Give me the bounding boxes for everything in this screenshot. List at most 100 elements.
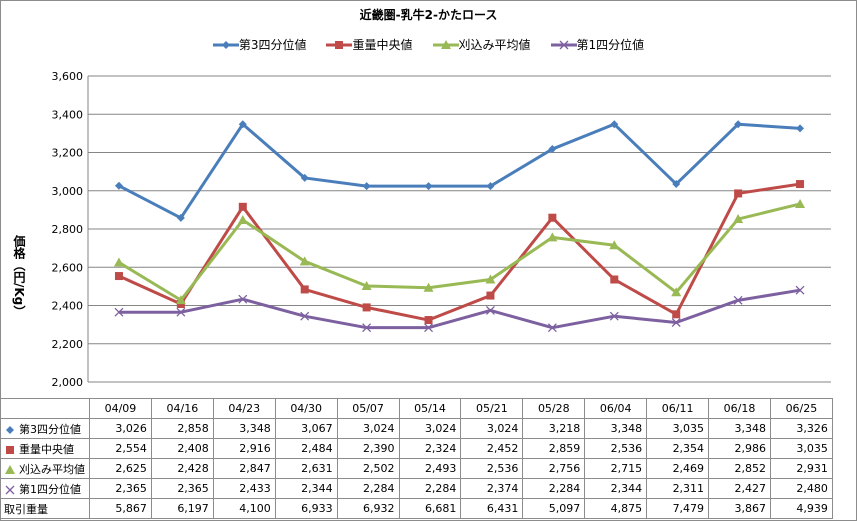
- legend-marker: [221, 40, 230, 49]
- table-cell: 2,344: [274, 478, 338, 499]
- table-cell: 2,311: [646, 478, 710, 499]
- table-cell: 2,354: [646, 438, 710, 459]
- legend-marker: [440, 39, 451, 49]
- data-point: [795, 198, 806, 208]
- table-cell: 2,986: [708, 438, 771, 459]
- legend-item: 第3四分位値: [212, 36, 307, 53]
- y-tick-label: 3,200: [52, 147, 84, 160]
- table-cell: 6,933: [274, 498, 338, 519]
- chart-plot: 2,000 2,200 2,400 2,600 2,800 3,000 3,200 3,400…: [52, 70, 831, 389]
- row-legend-symbol: [6, 425, 14, 434]
- table-cell: 6,932: [336, 498, 400, 519]
- legend-marker: [335, 40, 344, 49]
- row-legend-marker: [6, 425, 14, 434]
- table-cell: 4,100: [212, 498, 276, 519]
- data-point: [796, 180, 805, 189]
- legend-symbol: [212, 40, 239, 49]
- data-table: 04/09 04/16 04/23 04/30 05/07 05/14 05/21 05/28…: [0, 398, 833, 519]
- chart-legend: 第3四分位値 重量中央値 刈込み平均値 第1四分位値: [0, 36, 857, 53]
- row-legend-marker: [5, 485, 15, 494]
- data-point: [796, 124, 805, 133]
- data-point: [733, 295, 743, 305]
- table-cell: 3,867: [708, 498, 771, 519]
- data-point: [113, 257, 124, 267]
- table-cell: 3,024: [460, 418, 524, 439]
- legend-symbol: [432, 39, 459, 49]
- row-label: 第1四分位値: [19, 482, 81, 496]
- table-cell: 2,344: [584, 478, 648, 499]
- data-point: [423, 282, 434, 292]
- x-tick-label: 06/11: [646, 398, 710, 419]
- table-cell: 7,479: [646, 498, 710, 519]
- table-cell: 3,348: [212, 418, 276, 439]
- table-cell: 2,433: [212, 478, 276, 499]
- table-cell: 4,939: [769, 498, 833, 519]
- x-tick-label: 04/09: [89, 398, 152, 419]
- row-label: 重量中央値: [19, 442, 74, 456]
- data-point: [300, 311, 310, 321]
- row-header: 第3四分位値: [0, 418, 90, 439]
- data-point: [176, 307, 186, 317]
- data-point: [734, 120, 743, 129]
- table-cell: 2,408: [150, 438, 214, 459]
- x-tick-label: 06/25: [769, 398, 833, 419]
- legend-label: 第3四分位値: [238, 38, 307, 52]
- data-point: [362, 182, 371, 191]
- row-label: 第3四分位値: [19, 422, 81, 436]
- data-point: [610, 275, 619, 284]
- table-cell: 2,365: [89, 478, 152, 499]
- data-point: [362, 303, 371, 312]
- y-tick-label: 3,400: [52, 108, 84, 121]
- table-cell: 2,324: [398, 438, 462, 459]
- table-cell: 2,452: [460, 438, 524, 459]
- series-line-4: [118, 288, 801, 330]
- table-cell: 2,469: [646, 458, 710, 479]
- legend-label: 刈込み平均値: [458, 38, 531, 52]
- table-cell: 2,858: [150, 418, 214, 439]
- data-point: [672, 180, 681, 189]
- table-cell: 2,284: [522, 478, 586, 499]
- data-point: [610, 120, 619, 129]
- legend-item: 第1四分位値: [550, 36, 645, 53]
- table-cell: 3,348: [584, 418, 648, 439]
- table-cell: 2,390: [336, 438, 400, 459]
- data-point: [238, 294, 248, 304]
- table-cell: 2,715: [584, 458, 648, 479]
- table-cell: 2,859: [522, 438, 586, 459]
- data-point: [238, 120, 247, 129]
- x-tick-label: 04/30: [274, 398, 338, 419]
- data-point: [237, 215, 248, 225]
- table-cell: 3,026: [89, 418, 152, 439]
- table-row: 第1四分位値 2,365 2,365 2,433 2,344 2,284 2,284 2,37…: [0, 478, 833, 499]
- y-tick-label: 3,600: [52, 70, 84, 83]
- data-point: [238, 202, 247, 211]
- table-cell: 3,326: [769, 418, 833, 439]
- table-cell: 2,428: [150, 458, 214, 479]
- data-point: [175, 295, 186, 305]
- legend-item: 刈込み平均値: [432, 36, 531, 53]
- table-cell: 3,024: [398, 418, 462, 439]
- row-header: 第1四分位値: [0, 478, 90, 499]
- table-cell: 2,536: [460, 458, 524, 479]
- table-cell: 3,035: [646, 418, 710, 439]
- y-tick-label: 2,200: [52, 338, 84, 351]
- table-row: 重量中央値 2,554 2,408 2,916 2,484 2,390 2,324 2,452…: [0, 438, 833, 459]
- data-point: [733, 214, 744, 224]
- data-point: [114, 307, 124, 317]
- table-cell: 3,348: [708, 418, 771, 439]
- legend-symbol: [550, 40, 577, 49]
- table-cell: 2,625: [89, 458, 152, 479]
- legend-label: 第1四分位値: [576, 38, 645, 52]
- x-tick-label: 05/14: [398, 398, 462, 419]
- table-cell: 2,631: [274, 458, 338, 479]
- table-cell: 2,484: [274, 438, 338, 459]
- y-axis-label: 価格（円/Kg）: [12, 235, 26, 318]
- data-point: [486, 291, 495, 300]
- data-point: [548, 145, 557, 154]
- data-point: [114, 181, 123, 190]
- table-cell: 2,284: [336, 478, 400, 499]
- data-point: [300, 173, 309, 182]
- data-point: [362, 323, 372, 333]
- table-cell: 2,480: [769, 478, 833, 499]
- data-point: [671, 318, 681, 327]
